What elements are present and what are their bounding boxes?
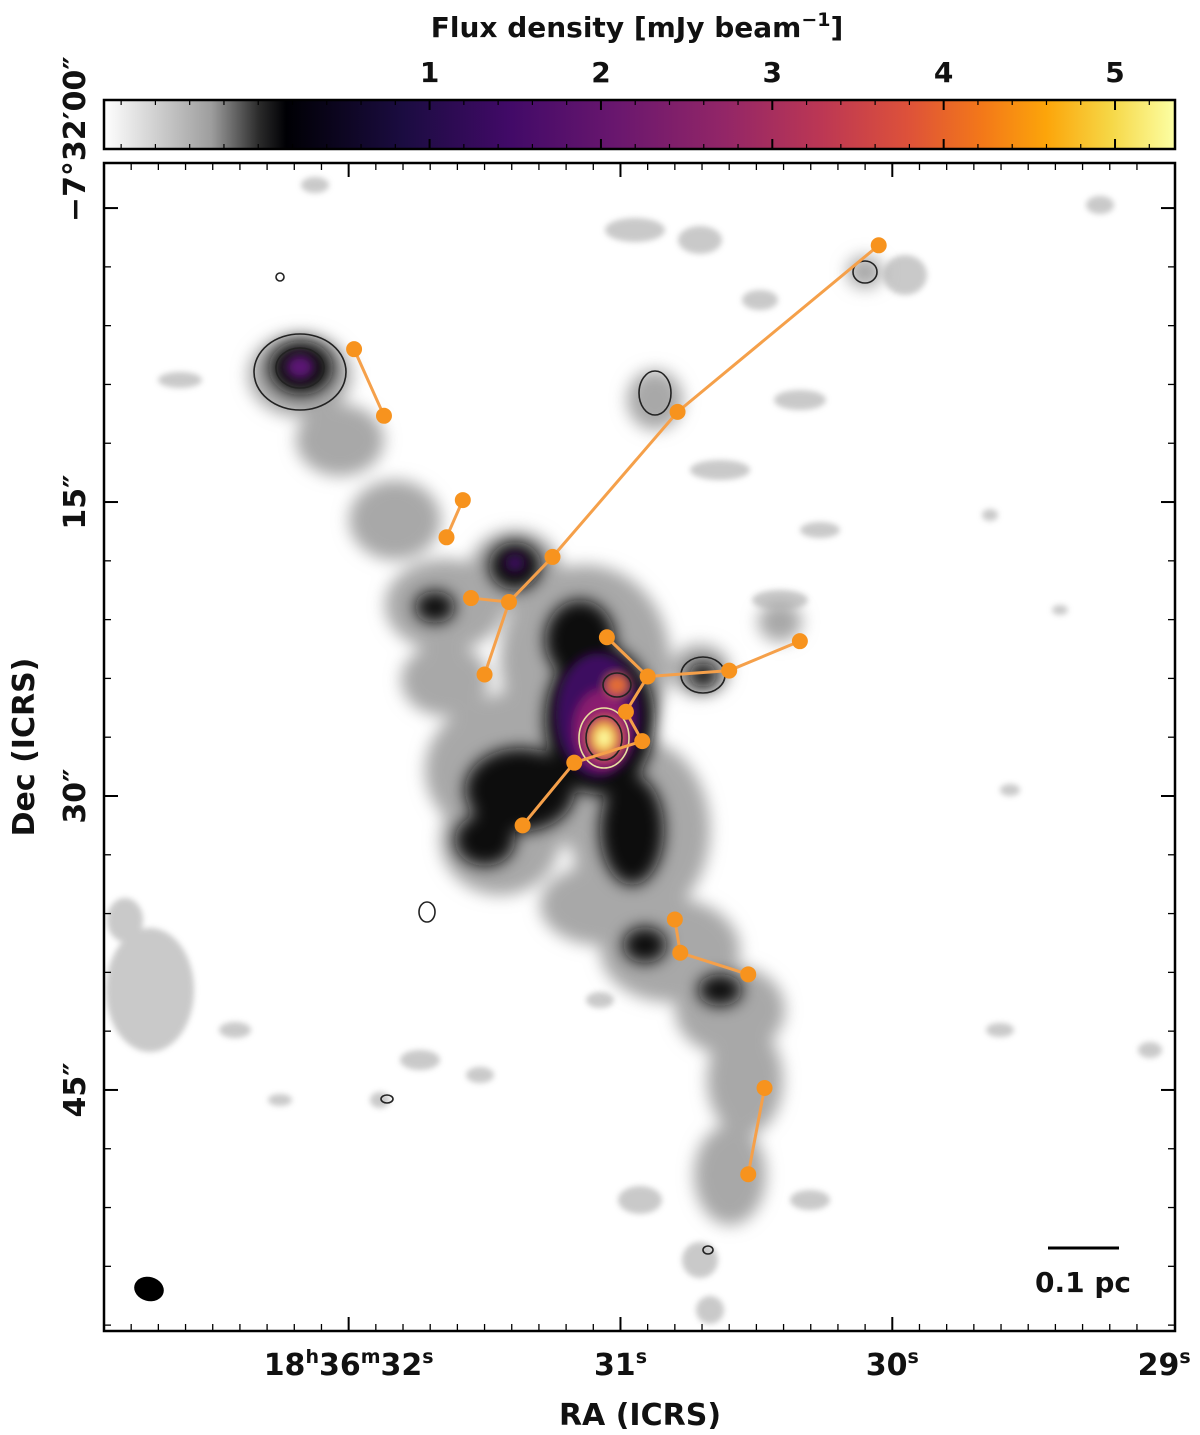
core-marker — [501, 593, 518, 610]
x-axis: 18h36m32s 31s 30s 29s — [130, 163, 1191, 1383]
x-tick-label: 29s — [1138, 1346, 1191, 1383]
y-axis-label: Dec (ICRS) — [7, 658, 42, 837]
x-axis-label: RA (ICRS) — [559, 1398, 721, 1433]
colorbar-tick-label: 3 — [763, 56, 782, 89]
y-tick-label: −7°32′00″ — [58, 56, 93, 222]
colorbar-tick-label: 2 — [591, 56, 610, 89]
y-axis: −7°32′00″ 15″ 30″ 45″ — [58, 56, 1175, 1326]
core-link — [551, 410, 680, 559]
colorbar-label: Flux density [mJy beam−1] — [431, 9, 844, 44]
core-marker — [346, 341, 363, 358]
x-tick-label: 18h36m32s — [264, 1346, 434, 1383]
core-link — [352, 347, 386, 418]
core-marker — [791, 633, 808, 650]
core-marker — [672, 944, 689, 961]
colorbar-ticks: 1 2 3 4 5 — [120, 56, 1150, 149]
core-marker — [639, 668, 656, 685]
colorbar-tick-label: 1 — [420, 56, 439, 89]
core-link — [605, 635, 650, 678]
core-link — [727, 639, 802, 673]
core-marker — [544, 548, 561, 565]
core-marker — [740, 966, 757, 983]
core-link — [572, 739, 644, 765]
beam-ellipse — [134, 1276, 164, 1302]
x-tick-label: 30s — [866, 1346, 919, 1383]
plot-frame — [102, 161, 1177, 1333]
y-tick-label: 15″ — [58, 474, 93, 529]
scale-bar-label: 0.1 pc — [1035, 1266, 1131, 1299]
core-marker — [476, 666, 493, 683]
core-link — [483, 600, 511, 676]
colorbar — [102, 98, 1177, 151]
core-marker — [454, 492, 471, 509]
core-link — [678, 951, 750, 976]
core-marker — [514, 817, 531, 834]
core-markers — [346, 237, 887, 1183]
core-marker — [666, 911, 683, 928]
core-marker — [617, 703, 634, 720]
background-noise — [106, 177, 1162, 1324]
core-link — [676, 243, 881, 414]
x-tick-label: 31s — [594, 1346, 647, 1383]
core-marker — [566, 754, 583, 771]
colorbar-tick-label: 5 — [1105, 56, 1124, 89]
core-marker — [721, 662, 738, 679]
core-link — [646, 669, 731, 678]
colorbar-tick-label: 4 — [934, 56, 953, 89]
core-marker — [438, 529, 455, 546]
core-marker — [669, 403, 686, 420]
core-marker — [462, 590, 479, 607]
core-marker — [375, 407, 392, 424]
core-marker — [740, 1166, 757, 1183]
core-link — [746, 1086, 767, 1176]
y-tick-label: 30″ — [58, 768, 93, 823]
core-link — [507, 555, 555, 604]
core-marker — [756, 1079, 773, 1096]
core-marker — [598, 629, 615, 646]
flux-image — [106, 177, 1162, 1324]
y-tick-label: 45″ — [58, 1062, 93, 1117]
core-link — [521, 761, 576, 827]
core-marker — [870, 237, 887, 254]
core-marker — [634, 733, 651, 750]
contours — [253, 260, 878, 1255]
